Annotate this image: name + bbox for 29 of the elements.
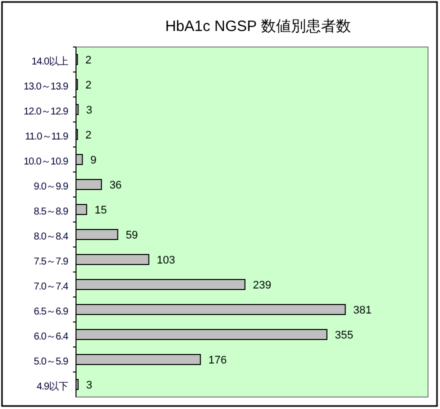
data-label: 2 (85, 54, 92, 66)
y-tick-label: 5.0～5.9 (34, 356, 69, 368)
chart-title: HbA1c NGSP 数値別患者数 (165, 18, 351, 35)
data-label: 3 (86, 380, 92, 392)
y-tick-label: 6.5～6.9 (34, 306, 69, 318)
y-tick-label: 4.9以下 (36, 380, 68, 392)
data-label: 3 (86, 104, 92, 116)
y-tick-label: 13.0～13.9 (24, 82, 69, 92)
y-tick-label: 8.5～8.9 (34, 206, 69, 218)
data-label: 355 (334, 330, 354, 342)
y-tick-label: 8.0～8.4 (34, 232, 69, 242)
data-label: 36 (109, 180, 122, 192)
y-tick-label: 7.0～7.4 (34, 282, 69, 292)
data-label: 239 (252, 280, 272, 292)
data-label: 103 (156, 254, 176, 266)
data-label: 2 (85, 130, 92, 142)
y-tick-label: 9.0～9.9 (34, 182, 69, 192)
data-label: 381 (353, 304, 372, 316)
y-tick-label: 12.0～12.9 (24, 106, 69, 118)
data-label: 9 (90, 154, 96, 166)
data-label: 2 (85, 80, 92, 92)
y-tick-label: 14.0以上 (32, 56, 68, 68)
y-tick-label: 11.0～11.9 (25, 132, 69, 142)
y-tick-label: 10.0～10.9 (24, 156, 69, 168)
data-label: 15 (94, 204, 107, 216)
data-label: 176 (208, 354, 227, 366)
y-tick-label: 7.5～7.9 (34, 256, 69, 268)
y-tick-label: 6.0～6.4 (34, 332, 69, 342)
data-label: 59 (126, 230, 138, 242)
